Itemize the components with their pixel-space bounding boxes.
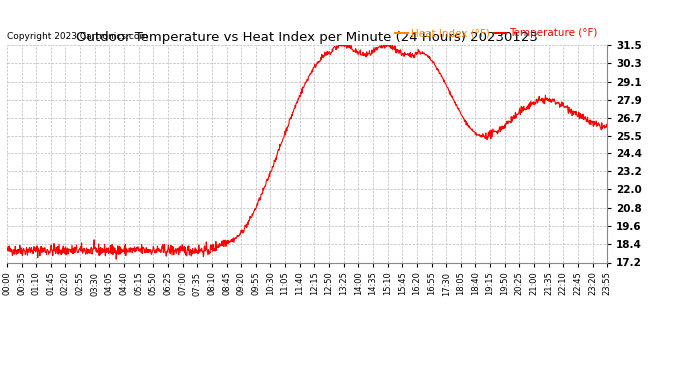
Text: Copyright 2023 Cartronics.com: Copyright 2023 Cartronics.com [7,32,148,40]
Title: Outdoor Temperature vs Heat Index per Minute (24 Hours) 20230123: Outdoor Temperature vs Heat Index per Mi… [76,31,538,44]
Legend: Heat Index (°F), Temperature (°F): Heat Index (°F), Temperature (°F) [391,24,602,42]
